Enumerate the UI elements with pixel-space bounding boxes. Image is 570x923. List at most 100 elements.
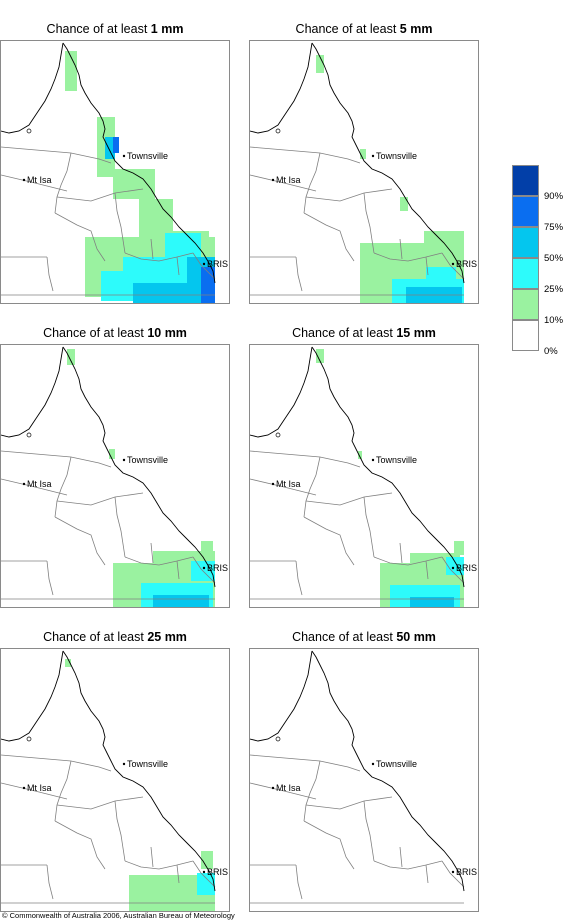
district-boundary — [295, 864, 303, 900]
district-boundary — [425, 864, 429, 884]
probability-cell — [454, 541, 464, 555]
queensland-map: Townsville Mt Isa BRIS — [1, 345, 229, 607]
probability-cell — [65, 51, 77, 91]
district-boundary — [373, 556, 443, 566]
brisbane-dot — [202, 262, 206, 266]
district-boundary — [192, 860, 216, 888]
east-coastline — [311, 42, 465, 284]
island — [26, 736, 32, 742]
island — [26, 128, 32, 134]
island — [26, 432, 32, 438]
probability-cell — [65, 659, 71, 667]
probability-cell — [358, 451, 362, 459]
probability-cell — [109, 449, 115, 459]
mt-isa-dot — [271, 482, 275, 486]
panel-title-prefix: Chance of at least — [43, 326, 148, 340]
mt-isa-label: Mt Isa — [27, 479, 52, 489]
brisbane-label: BRIS — [207, 259, 228, 269]
district-boundary — [373, 252, 443, 262]
district-boundary — [373, 860, 443, 870]
probability-band-50-75 — [153, 595, 209, 607]
probability-cell — [105, 137, 115, 159]
district-boundary — [250, 174, 317, 192]
map-background — [1, 649, 229, 911]
mt-isa-label: Mt Isa — [276, 175, 301, 185]
legend-swatch-25-50 — [512, 258, 539, 289]
district-boundary — [250, 478, 317, 496]
panel-title-prefix: Chance of at least — [43, 630, 148, 644]
panel-title-prefix: Chance of at least — [292, 326, 397, 340]
east-coastline — [62, 650, 216, 892]
panel-title: Chance of at least 10 mm — [0, 324, 230, 342]
brisbane-label: BRIS — [456, 867, 477, 877]
gulf-coastline — [250, 42, 313, 134]
probability-band-50-75 — [410, 597, 454, 607]
gulf-coastline — [1, 346, 64, 438]
legend-tick: 10% — [544, 315, 564, 326]
queensland-map: Townsville Mt Isa BRIS — [250, 649, 478, 911]
district-boundary — [250, 146, 361, 164]
panel-title-amount: 1 mm — [150, 22, 184, 36]
district-boundary — [46, 256, 54, 292]
probability-cell — [400, 197, 408, 211]
district-boundary — [56, 492, 144, 506]
district-boundary — [54, 456, 72, 518]
probability-cell — [201, 851, 213, 869]
queensland-map: Townsville Mt Isa BRIS — [250, 345, 478, 607]
legend-tick: 75% — [544, 222, 564, 233]
mt-isa-dot — [22, 178, 26, 182]
townsville-label: Townsville — [127, 151, 168, 161]
mt-isa-label: Mt Isa — [276, 479, 301, 489]
district-boundary — [192, 556, 216, 584]
district-boundary — [124, 556, 194, 566]
district-boundary — [303, 760, 321, 822]
island — [275, 432, 281, 438]
townsville-dot — [371, 458, 375, 462]
probability-cell — [201, 541, 213, 555]
map-frame: Townsville Mt Isa BRIS — [249, 40, 479, 304]
district-boundary — [1, 146, 112, 164]
townsville-label: Townsville — [376, 759, 417, 769]
district-boundary — [295, 256, 303, 292]
townsville-dot — [371, 154, 375, 158]
panel-title-amount: 25 mm — [147, 630, 187, 644]
brisbane-dot — [202, 870, 206, 874]
mt-isa-label: Mt Isa — [27, 783, 52, 793]
townsville-label: Townsville — [127, 759, 168, 769]
probability-cell — [153, 595, 209, 607]
district-boundary — [192, 252, 216, 280]
district-boundary — [114, 192, 126, 254]
legend-tick: 0% — [544, 346, 558, 357]
district-boundary — [250, 782, 317, 800]
gulf-coastline — [250, 650, 313, 742]
mt-isa-dot — [22, 786, 26, 790]
gulf-coastline — [250, 346, 313, 438]
district-boundary — [305, 188, 393, 202]
east-coastline — [311, 346, 465, 588]
legend-swatch-90-100 — [512, 165, 539, 196]
panel-title: Chance of at least 15 mm — [249, 324, 479, 342]
townsville-dot — [122, 762, 126, 766]
district-boundary — [441, 556, 465, 584]
panel-title-amount: 50 mm — [396, 630, 436, 644]
island — [275, 128, 281, 134]
legend-swatch-75-90 — [512, 196, 539, 227]
panel-title: Chance of at least 50 mm — [249, 628, 479, 646]
district-boundary — [176, 864, 180, 884]
district-boundary — [363, 496, 375, 558]
probability-cell — [113, 137, 119, 153]
district-boundary — [1, 782, 68, 800]
panel-title: Chance of at least 25 mm — [0, 628, 230, 646]
district-boundary — [46, 864, 54, 900]
panel-title: Chance of at least 5 mm — [249, 20, 479, 38]
brisbane-dot — [451, 566, 455, 570]
district-boundary — [150, 542, 154, 564]
district-boundary — [1, 754, 112, 772]
brisbane-label: BRIS — [456, 563, 477, 573]
district-boundary — [399, 846, 403, 868]
legend-tick: 25% — [544, 284, 564, 295]
district-boundary — [303, 152, 321, 214]
district-boundary — [363, 192, 375, 254]
district-boundary — [54, 212, 106, 262]
townsville-dot — [122, 458, 126, 462]
